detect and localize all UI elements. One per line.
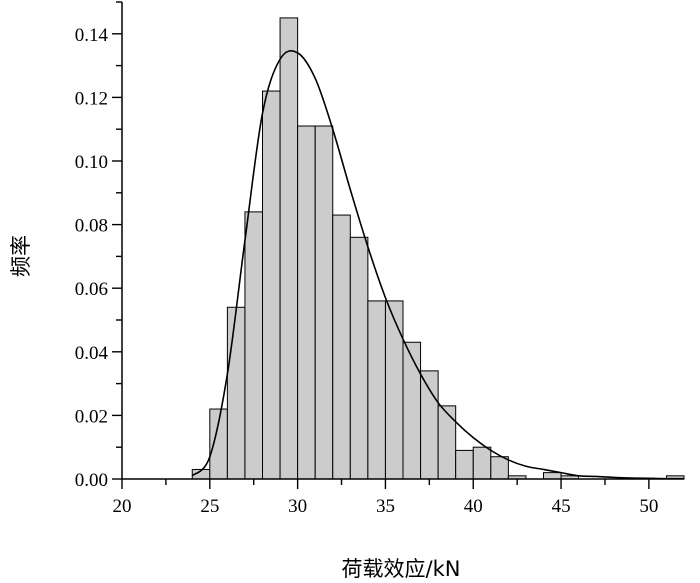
histogram-bars xyxy=(191,17,685,480)
histogram-bar xyxy=(420,370,439,480)
histogram-bar xyxy=(332,214,351,480)
tick-labels: 20 25 30 35 40 45 50 0.00 0.02 0.04 0.06 0.08 0.10 0.… xyxy=(75,25,659,517)
y-tick-label: 0.10 xyxy=(75,152,108,173)
histogram-bar xyxy=(455,449,474,480)
x-tick-label: 35 xyxy=(376,496,395,517)
fit-curve xyxy=(191,50,685,480)
x-tick-label: 40 xyxy=(464,496,483,517)
histogram-bar xyxy=(437,405,457,480)
x-tick-label: 50 xyxy=(639,496,658,517)
y-tick-label: 0.00 xyxy=(75,470,108,491)
histogram-bar xyxy=(226,306,246,480)
y-tick-label: 0.06 xyxy=(75,279,108,300)
histogram-bar xyxy=(543,472,562,480)
histogram-bar xyxy=(402,341,422,480)
x-tick-label: 20 xyxy=(113,496,132,517)
y-axis-label: 频率 xyxy=(9,235,33,277)
axes xyxy=(121,2,684,480)
histogram-bar xyxy=(349,236,369,480)
tick-marks xyxy=(112,1,650,489)
y-tick-label: 0.12 xyxy=(75,88,108,109)
histogram-bar xyxy=(472,446,492,480)
histogram-bar xyxy=(262,90,281,480)
x-axis-label: 荷载效应/kN xyxy=(342,557,461,581)
x-tick-label: 25 xyxy=(200,496,219,517)
x-tick-label: 45 xyxy=(552,496,571,517)
histogram-bar xyxy=(490,456,509,480)
histogram-bar xyxy=(314,125,334,480)
x-tick-label: 30 xyxy=(288,496,307,517)
y-tick-label: 0.02 xyxy=(75,406,108,427)
histogram-bar xyxy=(367,300,386,480)
histogram-bar xyxy=(244,211,263,480)
y-tick-label: 0.14 xyxy=(75,25,109,46)
histogram-bar xyxy=(279,17,299,480)
y-tick-label: 0.08 xyxy=(75,216,108,237)
histogram-bar xyxy=(297,125,316,480)
histogram-bar xyxy=(384,300,404,480)
y-tick-label: 0.04 xyxy=(75,343,109,364)
